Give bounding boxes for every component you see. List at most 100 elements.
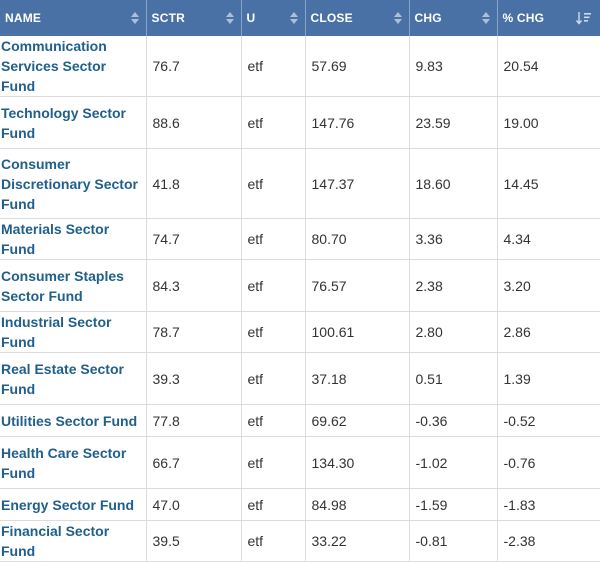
table-row[interactable]: Utilities Sector Fund 77.8 etf 69.62 -0.36 -0… bbox=[0, 404, 600, 437]
fund-name-link[interactable]: Technology Sector Fund bbox=[1, 104, 126, 141]
cell-sctr: 47.0 bbox=[146, 488, 242, 521]
fund-name-link[interactable]: Utilities Sector Fund bbox=[1, 412, 138, 429]
table-row[interactable]: Consumer Staples Sector Fund 84.3 etf 76.57… bbox=[0, 259, 600, 312]
cell-close: 147.76 bbox=[305, 96, 410, 149]
cell-pct-chg: -0.52 bbox=[497, 404, 600, 437]
cell-pct-chg: 3.20 bbox=[497, 259, 600, 312]
column-header-pct-chg[interactable]: % CHG bbox=[497, 0, 600, 36]
cell-u: etf bbox=[241, 404, 306, 437]
cell-close: 57.69 bbox=[305, 36, 410, 97]
cell-name: Financial Sector Fund bbox=[0, 520, 147, 562]
cell-chg: 3.36 bbox=[409, 218, 498, 260]
sort-icon bbox=[289, 12, 298, 24]
cell-u: etf bbox=[241, 488, 306, 521]
cell-chg: -1.02 bbox=[409, 436, 498, 489]
cell-name: Utilities Sector Fund bbox=[0, 404, 147, 437]
cell-close: 76.57 bbox=[305, 259, 410, 312]
cell-close: 84.98 bbox=[305, 488, 410, 521]
cell-name: Health Care Sector Fund bbox=[0, 436, 147, 489]
fund-name-link[interactable]: Consumer Staples Sector Fund bbox=[1, 267, 124, 304]
fund-name-link[interactable]: Health Care Sector Fund bbox=[1, 444, 127, 481]
fund-name-link[interactable]: Industrial Sector Fund bbox=[1, 314, 112, 350]
cell-sctr: 78.7 bbox=[146, 311, 242, 353]
cell-pct-chg: -0.76 bbox=[497, 436, 600, 489]
cell-u: etf bbox=[241, 96, 306, 149]
cell-close: 69.62 bbox=[305, 404, 410, 437]
cell-pct-chg: -1.83 bbox=[497, 488, 600, 521]
table-row[interactable]: Consumer Discretionary Sector Fund 41.8 et… bbox=[0, 148, 600, 219]
table-row[interactable]: Health Care Sector Fund 66.7 etf 134.30 -1.0… bbox=[0, 436, 600, 489]
column-header-sctr-label: SCTR bbox=[151, 11, 185, 25]
cell-name: Consumer Discretionary Sector Fund bbox=[0, 148, 147, 219]
cell-name: Industrial Sector Fund bbox=[0, 311, 147, 353]
cell-pct-chg: 2.86 bbox=[497, 311, 600, 353]
cell-chg: 0.51 bbox=[409, 352, 498, 405]
column-header-close-label: CLOSE bbox=[310, 11, 353, 25]
cell-close: 100.61 bbox=[305, 311, 410, 353]
column-header-sctr[interactable]: SCTR bbox=[146, 0, 242, 36]
fund-name-link[interactable]: Financial Sector Fund bbox=[1, 523, 110, 559]
cell-name: Communication Services Sector Fund bbox=[0, 36, 147, 97]
fund-name-link[interactable]: Materials Sector Fund bbox=[1, 221, 110, 257]
cell-u: etf bbox=[241, 259, 306, 312]
cell-u: etf bbox=[241, 311, 306, 353]
cell-pct-chg: 4.34 bbox=[497, 218, 600, 260]
column-header-name-label: NAME bbox=[5, 11, 42, 25]
column-header-chg-label: CHG bbox=[414, 11, 442, 25]
cell-chg: 2.80 bbox=[409, 311, 498, 353]
cell-close: 37.18 bbox=[305, 352, 410, 405]
table-row[interactable]: Communication Services Sector Fund 76.7 et… bbox=[0, 36, 600, 97]
cell-pct-chg: -2.38 bbox=[497, 520, 600, 562]
table-row[interactable]: Financial Sector Fund 39.5 etf 33.22 -0.81 -2… bbox=[0, 520, 600, 562]
sort-icon bbox=[393, 12, 402, 24]
cell-sctr: 74.7 bbox=[146, 218, 242, 260]
cell-chg: 23.59 bbox=[409, 96, 498, 149]
sort-icon bbox=[481, 12, 490, 24]
column-header-name[interactable]: NAME bbox=[0, 0, 147, 36]
table-body: Communication Services Sector Fund 76.7 et… bbox=[0, 36, 600, 562]
column-header-close[interactable]: CLOSE bbox=[305, 0, 410, 36]
cell-sctr: 84.3 bbox=[146, 259, 242, 312]
table-row[interactable]: Technology Sector Fund 88.6 etf 147.76 23.59… bbox=[0, 96, 600, 149]
cell-chg: 18.60 bbox=[409, 148, 498, 219]
column-header-u[interactable]: U bbox=[241, 0, 306, 36]
cell-sctr: 41.8 bbox=[146, 148, 242, 219]
cell-name: Materials Sector Fund bbox=[0, 218, 147, 260]
column-header-chg[interactable]: CHG bbox=[409, 0, 498, 36]
table-header: NAME SCTR U CLOSE CHG % CHG bbox=[0, 0, 600, 36]
table-row[interactable]: Real Estate Sector Fund 39.3 etf 37.18 0.51 1… bbox=[0, 352, 600, 405]
header-row: NAME SCTR U CLOSE CHG % CHG bbox=[0, 0, 600, 36]
cell-close: 33.22 bbox=[305, 520, 410, 562]
cell-name: Consumer Staples Sector Fund bbox=[0, 259, 147, 312]
cell-pct-chg: 14.45 bbox=[497, 148, 600, 219]
cell-sctr: 39.5 bbox=[146, 520, 242, 562]
fund-name-link[interactable]: Real Estate Sector Fund bbox=[1, 360, 124, 397]
table-row[interactable]: Energy Sector Fund 47.0 etf 84.98 -1.59 -1.83 bbox=[0, 488, 600, 521]
cell-u: etf bbox=[241, 36, 306, 97]
cell-name: Energy Sector Fund bbox=[0, 488, 147, 521]
table-row[interactable]: Materials Sector Fund 74.7 etf 80.70 3.36 4.3… bbox=[0, 218, 600, 260]
cell-close: 134.30 bbox=[305, 436, 410, 489]
cell-chg: 9.83 bbox=[409, 36, 498, 97]
sort-icon bbox=[130, 12, 139, 24]
cell-u: etf bbox=[241, 218, 306, 260]
fund-name-link[interactable]: Energy Sector Fund bbox=[1, 496, 135, 513]
cell-sctr: 66.7 bbox=[146, 436, 242, 489]
sort-descending-icon bbox=[576, 12, 591, 25]
cell-sctr: 77.8 bbox=[146, 404, 242, 437]
cell-pct-chg: 19.00 bbox=[497, 96, 600, 149]
cell-name: Real Estate Sector Fund bbox=[0, 352, 147, 405]
sort-icon bbox=[225, 12, 234, 24]
cell-chg: -0.81 bbox=[409, 520, 498, 562]
cell-u: etf bbox=[241, 436, 306, 489]
cell-chg: -0.36 bbox=[409, 404, 498, 437]
cell-sctr: 88.6 bbox=[146, 96, 242, 149]
cell-sctr: 39.3 bbox=[146, 352, 242, 405]
cell-pct-chg: 1.39 bbox=[497, 352, 600, 405]
table-row[interactable]: Industrial Sector Fund 78.7 etf 100.61 2.80 2… bbox=[0, 311, 600, 353]
cell-chg: 2.38 bbox=[409, 259, 498, 312]
cell-sctr: 76.7 bbox=[146, 36, 242, 97]
fund-name-link[interactable]: Communication Services Sector Fund bbox=[1, 38, 107, 94]
fund-name-link[interactable]: Consumer Discretionary Sector Fund bbox=[1, 155, 138, 212]
